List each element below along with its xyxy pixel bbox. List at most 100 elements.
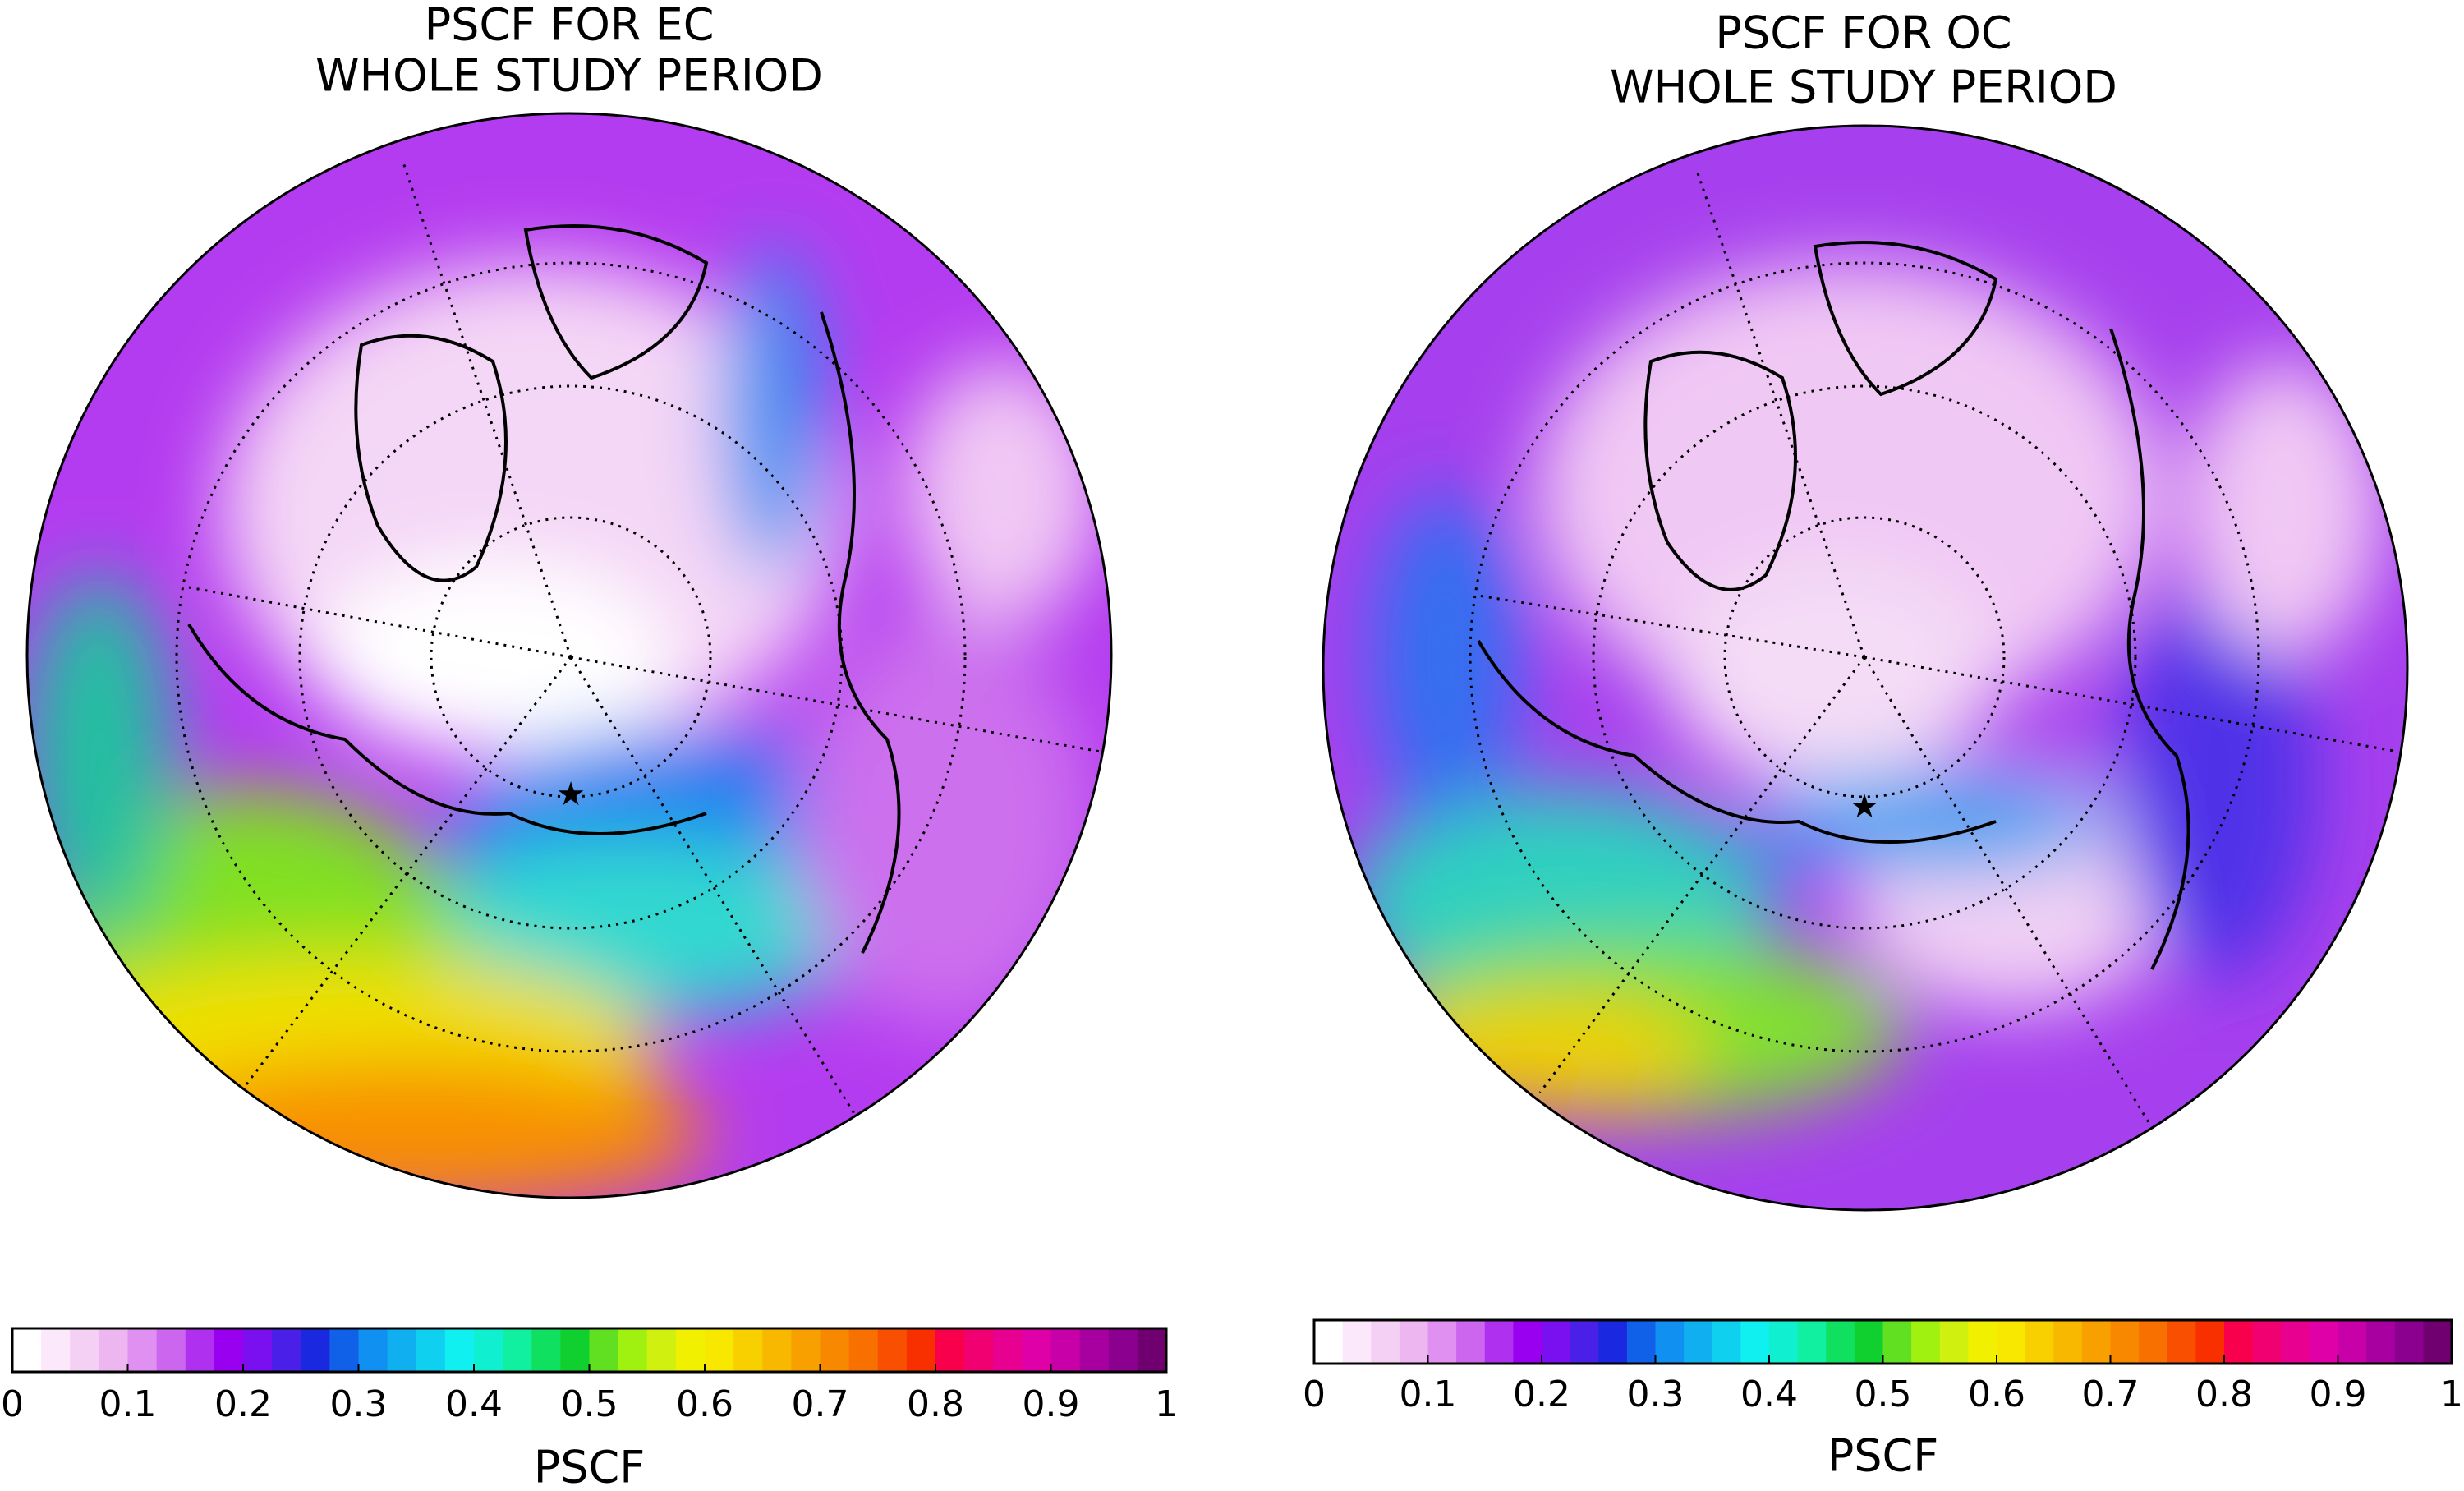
colorbar-segment: [185, 1328, 215, 1372]
colorbar-segment: [1050, 1328, 1081, 1372]
colorbar: 0 0.1 0.2 0.3 0.4 0.5 0.6 0.7 0.8 0.9 1 PSCF: [1, 1327, 1178, 1491]
colorbar-tick-label: 0.5: [561, 1383, 618, 1425]
colorbar-segment: [1371, 1320, 1400, 1364]
colorbar-segment: [2394, 1320, 2424, 1364]
colorbar-tick-label: 0.4: [445, 1383, 503, 1425]
colorbar-segment: [1342, 1320, 1372, 1364]
colorbar-segment: [214, 1328, 244, 1372]
colorbar-segment: [387, 1328, 417, 1372]
colorbar-tick-label: 0.1: [1400, 1374, 1457, 1415]
colorbar-tick-label: 1: [1155, 1383, 1178, 1425]
colorbar-segment: [474, 1328, 503, 1372]
colorbar-segment: [1882, 1320, 1912, 1364]
colorbar-segment: [2423, 1320, 2453, 1364]
colorbar-segment: [1911, 1320, 1941, 1364]
colorbar-segment: [589, 1328, 619, 1372]
colorbar-segment: [2025, 1320, 2054, 1364]
colorbar-segment: [301, 1328, 330, 1372]
colorbar-segment: [762, 1328, 792, 1372]
site-marker: ★: [556, 775, 586, 813]
colorbar-segment: [1570, 1320, 1599, 1364]
colorbar-segment: [733, 1328, 763, 1372]
colorbar-segment: [877, 1328, 908, 1372]
colorbar-segment: [2252, 1320, 2282, 1364]
colorbar-tick-label: 0.8: [907, 1383, 964, 1425]
colorbar-tick-label: 0.2: [214, 1383, 272, 1425]
colorbar-tick-label: 0.1: [99, 1383, 157, 1425]
colorbar-tick-label: 0.3: [1627, 1374, 1685, 1415]
map-border: [25, 112, 1113, 1199]
colorbar-tick-label: 0.9: [1023, 1383, 1080, 1425]
colorbar-segment: [1740, 1320, 1770, 1364]
colorbar-tick-label: 0.5: [1855, 1374, 1912, 1415]
colorbar-tick-label: 1: [2440, 1374, 2463, 1415]
colorbar-segment: [2224, 1320, 2254, 1364]
colorbar-segment: [1769, 1320, 1799, 1364]
colorbar-segment: [705, 1328, 734, 1372]
map-title: WHOLE STUDY PERIOD: [1610, 62, 2117, 113]
colorbar-tick-label: 0.4: [1740, 1374, 1798, 1415]
colorbar-segment: [964, 1328, 994, 1372]
colorbar-segment: [329, 1328, 359, 1372]
colorbar-segment: [2110, 1320, 2140, 1364]
colorbar-segment: [272, 1328, 301, 1372]
colorbar-segment: [1968, 1320, 1997, 1364]
map-title: PSCF FOR OC: [1715, 7, 2011, 59]
colorbar-segment: [70, 1328, 99, 1372]
colorbar-segment: [2167, 1320, 2196, 1364]
map-border: [1322, 124, 2409, 1212]
map-title: WHOLE STUDY PERIOD: [315, 50, 823, 102]
colorbar-segment: [99, 1328, 128, 1372]
colorbar-tick-label: 0.6: [1968, 1374, 2025, 1415]
colorbar-segment: [531, 1328, 561, 1372]
colorbar-segment: [1626, 1320, 1656, 1364]
colorbar-tick-label: 0.8: [2195, 1374, 2253, 1415]
colorbar: 0 0.1 0.2 0.3 0.4 0.5 0.6 0.7 0.8 0.9 1 PSCF: [1303, 1318, 2463, 1482]
colorbar-segment: [1797, 1320, 1827, 1364]
colorbar-segment: [1079, 1328, 1110, 1372]
colorbar-segment: [560, 1328, 590, 1372]
colorbar-tick-label: 0.9: [2310, 1374, 2367, 1415]
colorbar-segment: [156, 1328, 186, 1372]
colorbar-segment: [1854, 1320, 1883, 1364]
colorbar-segment: [646, 1328, 677, 1372]
colorbar-segment: [791, 1328, 821, 1372]
colorbar-segment: [1484, 1320, 1514, 1364]
colorbar-segment: [12, 1328, 42, 1372]
colorbar-segment: [1137, 1328, 1167, 1372]
map-oc: ★: [1323, 126, 2407, 1210]
colorbar-segment: [1513, 1320, 1542, 1364]
colorbar-segment: [358, 1328, 388, 1372]
colorbar-segment: [1022, 1328, 1051, 1372]
colorbar-segment: [1427, 1320, 1457, 1364]
colorbar-segment: [41, 1328, 71, 1372]
colorbar-label: PSCF: [534, 1442, 646, 1488]
colorbar-segment: [820, 1328, 850, 1372]
colorbar-segment: [1997, 1320, 2026, 1364]
colorbar-segment: [1108, 1328, 1138, 1372]
colorbar-tick-label: 0: [1, 1383, 24, 1425]
colorbar-tick-label: 0.6: [676, 1383, 733, 1425]
site-marker: ★: [1850, 788, 1879, 826]
colorbar-segment: [1712, 1320, 1741, 1364]
colorbar-segment: [2081, 1320, 2111, 1364]
colorbar-segment: [2309, 1320, 2338, 1364]
colorbar-tick-label: 0.2: [1513, 1374, 1570, 1415]
colorbar-segment: [675, 1328, 706, 1372]
colorbar-segment: [1655, 1320, 1685, 1364]
colorbar-segment: [1456, 1320, 1486, 1364]
colorbar-segment: [1939, 1320, 1969, 1364]
colorbar-tick-label: 0.3: [330, 1383, 388, 1425]
colorbar-segment: [1598, 1320, 1628, 1364]
colorbar-segment: [618, 1328, 648, 1372]
colorbar-segment: [848, 1328, 879, 1372]
colorbar-segment: [416, 1328, 446, 1372]
colorbar-segment: [2338, 1320, 2367, 1364]
colorbar-segment: [2195, 1320, 2225, 1364]
colorbar-tick-label: 0: [1303, 1374, 1326, 1415]
colorbar-segment: [1826, 1320, 1855, 1364]
colorbar-segment: [906, 1328, 936, 1372]
colorbar-segment: [2366, 1320, 2396, 1364]
colorbar-segment: [1542, 1320, 1571, 1364]
